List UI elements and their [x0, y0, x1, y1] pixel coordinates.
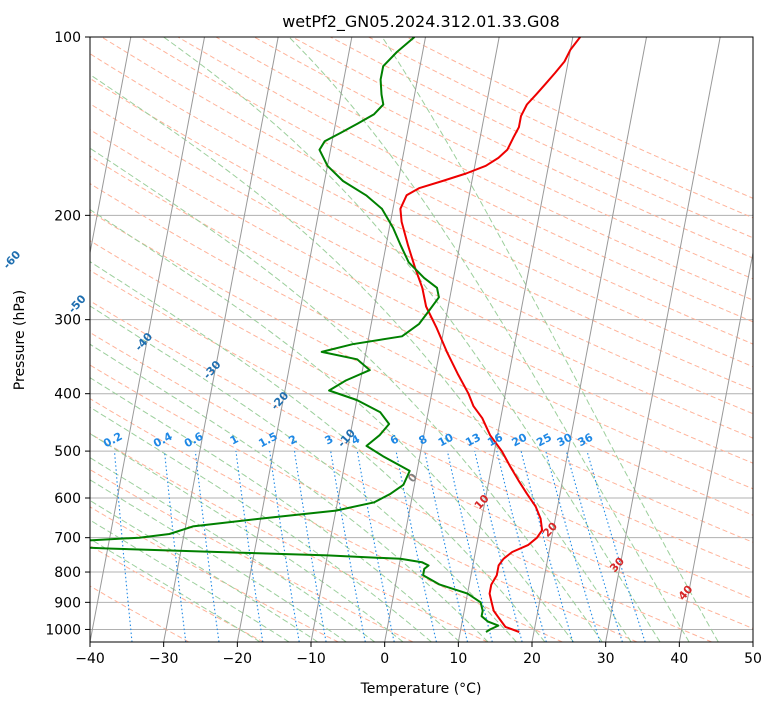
isotherm-line — [605, 37, 721, 642]
x-tick-label: 50 — [744, 651, 762, 667]
mixing-ratio-line — [113, 451, 133, 642]
moist-adiabat-line — [90, 406, 432, 642]
dry-adiabat-line — [90, 506, 339, 642]
dry-adiabat-line — [90, 183, 753, 516]
isotherm-line — [457, 37, 574, 642]
mixing-ratio-line — [235, 451, 264, 642]
moist-adiabat-line — [288, 37, 690, 642]
mixing-ratio-line — [424, 450, 469, 642]
y-tick-label: 600 — [54, 491, 81, 507]
moist-adiabat-line — [90, 519, 290, 642]
y-tick-label: 800 — [54, 565, 81, 581]
y-tick-label: 400 — [54, 387, 81, 403]
x-tick-label: 40 — [670, 651, 688, 667]
mixing-ratio-line — [163, 451, 187, 642]
mixing-ratio-line — [496, 450, 547, 642]
y-tick-label: 700 — [54, 531, 81, 547]
moist-adiabat-line — [90, 209, 574, 642]
background-lines — [90, 37, 753, 642]
y-tick-label: 100 — [54, 30, 81, 46]
mixing-ratio-line — [586, 450, 646, 642]
axes: −40 −30 −20 −10 0 10 20 30 40 50 100 200 300 400 500 60… — [45, 30, 762, 667]
dry-adiabat-line — [101, 37, 753, 368]
mixing-ratio-line — [545, 450, 601, 642]
moist-adiabat-line — [90, 433, 404, 642]
mixing-ratio-line — [395, 450, 437, 642]
dry-adiabat-line — [90, 331, 712, 642]
isotherm-line — [310, 37, 427, 642]
dewpoint-profile-line — [90, 37, 500, 633]
x-tick-label: −20 — [223, 651, 253, 667]
dry-adiabat-line — [90, 398, 563, 642]
y-axis-title: Pressure (hPa) — [12, 290, 28, 390]
mixing-ratio-line — [565, 450, 623, 642]
x-tick-label: −40 — [75, 651, 105, 667]
mixing-ratio-label: 25 — [534, 431, 554, 450]
mixing-ratio-label: 30 — [555, 431, 575, 450]
mixing-ratio-line — [446, 450, 493, 642]
y-tick-label: 500 — [54, 444, 81, 460]
isotherm-line — [531, 37, 648, 642]
mixing-ratio-label: 16 — [485, 430, 505, 449]
mixing-ratio-line — [269, 451, 300, 642]
moist-adiabat-line — [90, 261, 546, 642]
moist-adiabat-line — [90, 147, 603, 642]
x-tick-label: −30 — [149, 651, 179, 667]
dry-adiabat-line — [90, 103, 753, 439]
isotherm-line — [163, 37, 279, 642]
dry-adiabat-line — [90, 211, 753, 543]
plot-frame — [89, 36, 754, 643]
isotherm-line — [90, 37, 206, 642]
x-axis-title: Temperature (°C) — [360, 681, 482, 697]
profile-lines — [90, 37, 581, 633]
moist-adiabat-line — [90, 343, 489, 642]
x-tick-label: 20 — [523, 651, 541, 667]
temperature-profile-line — [399, 37, 581, 633]
dry-adiabat-line — [90, 77, 753, 415]
mixing-ratio-label: 36 — [576, 431, 596, 450]
x-tick-label: 10 — [449, 651, 467, 667]
moist-adiabat-line — [90, 457, 376, 642]
y-tick-label: 200 — [54, 208, 81, 224]
mixing-ratio-label: 10 — [436, 431, 456, 450]
y-tick-label: 900 — [54, 595, 81, 611]
moist-adiabat-line — [90, 479, 347, 642]
moist-adiabat-line — [381, 37, 719, 642]
dry-adiabat-line — [90, 432, 488, 642]
mixing-ratio-line — [356, 451, 395, 642]
x-tick-label: 0 — [380, 651, 389, 667]
mixing-ratio-label: 20 — [510, 431, 530, 450]
mixing-ratio-line — [474, 450, 523, 642]
dry-adiabat-line — [90, 545, 264, 642]
dry-adiabat-line — [90, 269, 753, 600]
x-tick-label: 30 — [597, 651, 615, 667]
mixing-ratio-label: 13 — [463, 431, 483, 450]
dry-adiabat-line — [90, 300, 753, 629]
isotherm-line — [678, 250, 753, 642]
y-tick-label: 1000 — [45, 622, 81, 638]
dry-adiabat-line — [90, 129, 753, 464]
isotherm-line — [90, 37, 132, 256]
moist-adiabat-line — [163, 37, 661, 642]
dry-adiabat-line — [90, 53, 753, 391]
moist-adiabat-line — [90, 74, 632, 642]
mixing-ratio-line — [520, 450, 574, 642]
moist-adiabat-line — [90, 377, 461, 642]
y-tick-label: 300 — [54, 313, 81, 329]
mixing-ratio-line — [194, 451, 220, 642]
chart-title: wetPf2_GN05.2024.312.01.33.G08 — [282, 12, 560, 32]
x-tick-label: −10 — [296, 651, 326, 667]
